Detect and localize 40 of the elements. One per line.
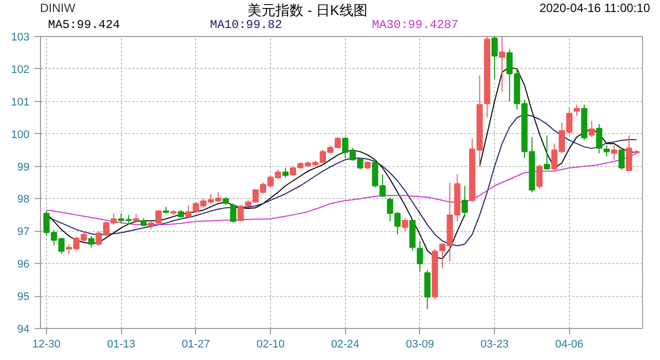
x-tick-label: 12-30: [32, 338, 61, 350]
y-tick-label: 96: [17, 258, 30, 271]
candlestick: [416, 240, 424, 272]
text: MA30:99.4287: [372, 17, 458, 34]
candlestick: [536, 164, 543, 190]
candlestick: [604, 144, 610, 158]
y-tick-label: 101: [11, 96, 30, 108]
x-tick-label: 02-10: [256, 338, 285, 350]
x-tick-label: 01-13: [107, 338, 136, 350]
candlestick: [544, 134, 550, 170]
y-tick-label: 98: [17, 194, 30, 206]
candlestick: [618, 150, 625, 170]
y-tick-label: 95: [17, 291, 30, 304]
candlestick: [492, 36, 498, 80]
candlestick: [611, 144, 618, 160]
text: MA5:99.424: [48, 17, 120, 34]
y-tick-label: 94: [17, 324, 30, 336]
candlestick: [498, 36, 506, 92]
candlestick: [462, 185, 468, 218]
candlestick: [588, 120, 595, 138]
x-tick-label: 03-09: [406, 338, 434, 350]
text: DINIW: [40, 1, 76, 15]
y-tick-label: 99: [17, 161, 30, 174]
y-tick-label: 97: [17, 226, 30, 238]
y-tick-label: 103: [11, 32, 30, 44]
candlestick: [574, 104, 580, 116]
candlestick: [596, 124, 602, 154]
candlestick: [402, 218, 408, 232]
candlestick: [282, 167, 289, 178]
x-tick-label: 01-27: [182, 338, 210, 350]
y-tick-label: 100: [11, 128, 30, 141]
text: 2020-04-16 11:00:10: [539, 0, 650, 17]
chart-title: 美元指数 - 日K线图: [248, 1, 368, 20]
y-tick-label: 102: [11, 64, 30, 76]
x-tick-label: 02-24: [331, 338, 360, 350]
candlestick: [88, 236, 94, 248]
text: MA10:99.82: [210, 17, 282, 34]
x-tick-label: 03-23: [480, 338, 509, 350]
candlestick: [230, 203, 236, 223]
x-tick-label: 04-06: [555, 338, 584, 350]
